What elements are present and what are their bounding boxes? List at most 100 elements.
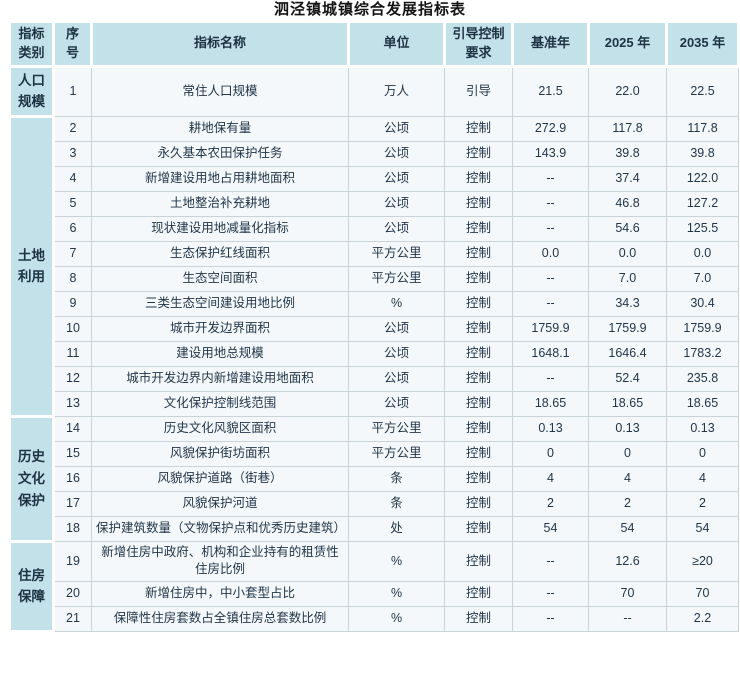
cell-y2025: 46.8 xyxy=(588,190,667,217)
cell-y2035: 0.0 xyxy=(666,240,739,267)
cell-req: 控制 xyxy=(444,240,513,267)
table-row: 人口 规模 1 常住人口规模 万人 引导 21.5 22.0 22.5 xyxy=(8,64,739,118)
cell-y2025: 70 xyxy=(588,580,667,607)
cell-base: -- xyxy=(512,540,589,582)
cell-base: 18.65 xyxy=(512,390,589,417)
table-row: 4 新增建设用地占用耕地面积 公顷 控制 -- 37.4 122.0 xyxy=(10,165,739,192)
cell-unit: % xyxy=(348,580,445,607)
cell-unit: % xyxy=(348,540,445,582)
cell-y2025: 0.13 xyxy=(588,415,667,442)
cell-req: 控制 xyxy=(444,215,513,242)
cell-name: 土地整治补充耕地 xyxy=(91,190,349,217)
table-row: 9 三类生态空间建设用地比例% 控制 -- 34.3 30.4 xyxy=(10,290,739,317)
cell-no: 1 xyxy=(53,65,92,117)
cell-name: 风貌保护道路（街巷） xyxy=(91,465,349,492)
cell-unit: 公顷 xyxy=(348,215,445,242)
cell-unit: 处 xyxy=(348,515,445,542)
header-2035: 2035 年 xyxy=(665,20,740,68)
cell-name: 风貌保护街坊面积 xyxy=(91,440,349,467)
cell-name: 保护建筑数量（文物保护点和优秀历史建筑） xyxy=(91,515,349,542)
table-row: 13 文化保护控制线范围 公顷 控制 18.65 18.65 18.65 xyxy=(10,390,739,417)
cell-unit: % xyxy=(348,605,445,632)
cell-no: 16 xyxy=(53,465,92,492)
cell-base: 2 xyxy=(512,490,589,517)
table-row: 16 风貌保护道路（街巷）条控制 4 4 4 xyxy=(10,465,739,492)
cell-name: 生态空间面积 xyxy=(91,265,349,292)
cell-y2025: 7.0 xyxy=(588,265,667,292)
cell-y2035: 22.5 xyxy=(666,65,739,117)
table-row: 17 风貌保护河道条控制 2 2 2 xyxy=(10,490,739,517)
cell-name: 新增住房中，中小套型占比 xyxy=(91,580,349,607)
cell-no: 14 xyxy=(53,415,92,442)
cell-base: 1648.1 xyxy=(512,340,589,367)
cell-y2035: 122.0 xyxy=(666,165,739,192)
cell-y2035: 54 xyxy=(666,515,739,542)
cell-y2035: 0.13 xyxy=(666,415,739,442)
cell-no: 3 xyxy=(53,140,92,167)
category-cell-19: 住房 保障 xyxy=(8,539,55,633)
cell-y2035: 125.5 xyxy=(666,215,739,242)
indicator-table: 指标类别 序号 指标名称 单位 引导控制要求 基准年 2025 年 2035 年… xyxy=(8,20,740,633)
cell-base: 0 xyxy=(512,440,589,467)
cell-name: 耕地保有量 xyxy=(91,115,349,142)
cell-no: 7 xyxy=(53,240,92,267)
cell-y2035: 1783.2 xyxy=(666,340,739,367)
cell-no: 6 xyxy=(53,215,92,242)
cell-no: 8 xyxy=(53,265,92,292)
cell-no: 5 xyxy=(53,190,92,217)
cell-y2035: 1759.9 xyxy=(666,315,739,342)
cell-req: 控制 xyxy=(444,540,513,582)
category-cell-1: 人口 规模 xyxy=(8,64,55,118)
header-unit: 单位 xyxy=(347,20,446,68)
table-header: 指标类别 序号 指标名称 单位 引导控制要求 基准年 2025 年 2035 年 xyxy=(8,20,740,68)
cell-req: 控制 xyxy=(444,465,513,492)
cell-no: 10 xyxy=(53,315,92,342)
cell-no: 11 xyxy=(53,340,92,367)
cell-name: 文化保护控制线范围 xyxy=(91,390,349,417)
cell-req: 控制 xyxy=(444,605,513,632)
cell-base: -- xyxy=(512,190,589,217)
cell-y2035: 4 xyxy=(666,465,739,492)
cell-req: 控制 xyxy=(444,440,513,467)
cell-y2035: 18.65 xyxy=(666,390,739,417)
cell-no: 21 xyxy=(53,605,92,632)
cell-base: 54 xyxy=(512,515,589,542)
table-row: 15 风貌保护街坊面积 平方公里 控制 0 0 0 xyxy=(10,440,739,467)
page-title: 泗泾镇城镇综合发展指标表 xyxy=(273,1,466,18)
cell-y2035: 117.8 xyxy=(666,115,739,142)
category-cell-14: 历史 文化 保护 xyxy=(8,414,55,543)
cell-y2025: 117.8 xyxy=(588,115,667,142)
cell-y2025: 12.6 xyxy=(588,540,667,582)
cell-y2035: 127.2 xyxy=(666,190,739,217)
cell-no: 19 xyxy=(53,540,92,582)
cell-req: 控制 xyxy=(444,390,513,417)
cell-req: 控制 xyxy=(444,580,513,607)
cell-y2025: 54.6 xyxy=(588,215,667,242)
cell-unit: % xyxy=(348,290,445,317)
cell-unit: 公顷 xyxy=(348,340,445,367)
cell-base: 272.9 xyxy=(512,115,589,142)
cell-base: -- xyxy=(512,365,589,392)
cell-y2025: 2 xyxy=(588,490,667,517)
cell-unit: 公顷 xyxy=(348,115,445,142)
cell-req: 控制 xyxy=(444,290,513,317)
cell-y2025: 37.4 xyxy=(588,165,667,192)
cell-unit: 公顷 xyxy=(348,165,445,192)
cell-req: 控制 xyxy=(444,315,513,342)
cell-unit: 条 xyxy=(348,490,445,517)
cell-req: 控制 xyxy=(444,365,513,392)
cell-base: -- xyxy=(512,605,589,632)
table-row: 8 生态空间面积 平方公里 控制 -- 7.0 7.0 xyxy=(10,265,739,292)
cell-base: 21.5 xyxy=(512,65,589,117)
table-row: 21 保障性住房套数占全镇住房总套数比例% 控制 -- -- 2.2 xyxy=(10,605,739,632)
cell-y2025: 22.0 xyxy=(588,65,667,117)
header-control-requirement: 引导控制要求 xyxy=(443,20,514,68)
cell-name: 常住人口规模 xyxy=(91,65,349,117)
header-2025: 2025 年 xyxy=(587,20,668,68)
cell-y2025: 54 xyxy=(588,515,667,542)
cell-name: 保障性住房套数占全镇住房总套数比例 xyxy=(91,605,349,632)
cell-base: 4 xyxy=(512,465,589,492)
cell-unit: 公顷 xyxy=(348,190,445,217)
table-row: 6 现状建设用地减量化指标 公顷 控制 -- 54.6 125.5 xyxy=(10,215,739,242)
cell-name: 生态保护红线面积 xyxy=(91,240,349,267)
